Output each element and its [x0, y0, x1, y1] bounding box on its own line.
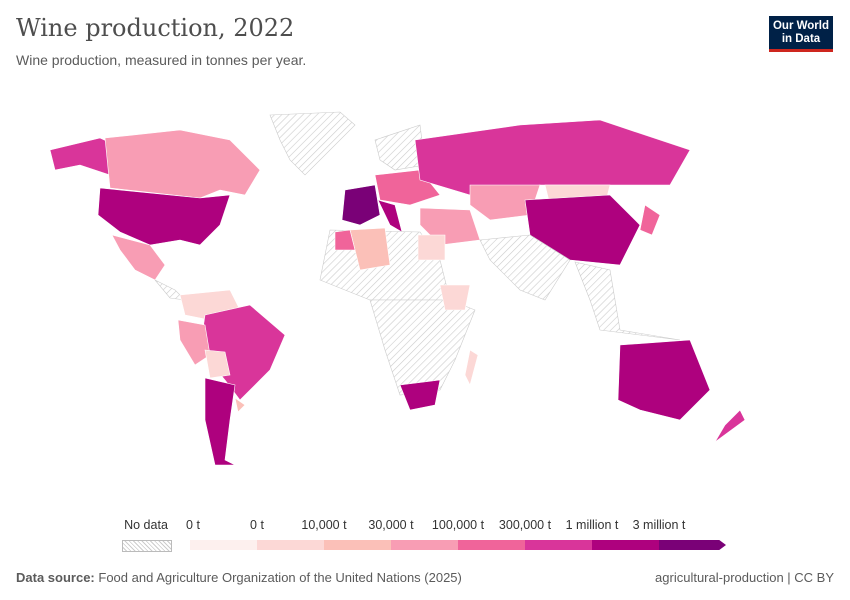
chart-title: Wine production, 2022 [16, 14, 295, 42]
legend-tick-label: 30,000 t [368, 518, 414, 532]
argentina [204, 377, 236, 466]
legend-swatch [525, 540, 593, 550]
italy [377, 199, 403, 233]
world-map[interactable] [0, 100, 850, 510]
new-zealand [714, 409, 746, 443]
madagascar [464, 349, 479, 386]
morocco [334, 229, 356, 251]
legend-no-data-label: No data [124, 518, 168, 532]
greenland [269, 111, 356, 176]
ethiopia [439, 284, 471, 311]
legend-swatch [659, 540, 726, 550]
bolivia [204, 349, 231, 379]
source-text: Food and Agriculture Organization of the… [98, 570, 462, 585]
owid-logo[interactable]: Our World in Data [769, 16, 833, 52]
peru [177, 319, 211, 366]
legend-swatch [324, 540, 392, 550]
legend-tick-label: 10,000 t [301, 518, 347, 532]
source-note: Data source: Food and Agriculture Organi… [16, 570, 462, 585]
legend-tick-label: 100,000 t [431, 518, 485, 532]
central-asia [469, 184, 541, 221]
japan [639, 204, 661, 236]
europe-west [341, 184, 381, 226]
sub-saharan-africa [369, 299, 476, 396]
uruguay [234, 397, 246, 413]
legend-tick-label: 0 t [186, 518, 200, 532]
legend-no-data-swatch [122, 540, 172, 552]
india-south-asia [479, 234, 571, 301]
chart-subtitle: Wine production, measured in tonnes per … [16, 52, 307, 68]
egypt [417, 234, 446, 261]
legend-swatch [190, 540, 258, 550]
legend-tick-label: 3 million t [632, 518, 686, 532]
alaska [49, 137, 116, 176]
scandinavia [374, 124, 426, 171]
legend-tick-label: 0 t [250, 518, 264, 532]
australia [617, 339, 711, 421]
legend-swatch [257, 540, 325, 550]
legend-swatch [458, 540, 526, 550]
southeast-asia [574, 261, 681, 341]
canada [104, 129, 261, 199]
south-africa [399, 379, 441, 411]
license-text[interactable]: agricultural-production | CC BY [655, 570, 834, 585]
legend-tick-label: 300,000 t [498, 518, 552, 532]
legend-swatch [592, 540, 660, 550]
legend-tick-label: 1 million t [565, 518, 619, 532]
algeria [349, 227, 391, 271]
legend-swatch [391, 540, 459, 550]
usa [97, 187, 231, 246]
russia [414, 119, 691, 196]
